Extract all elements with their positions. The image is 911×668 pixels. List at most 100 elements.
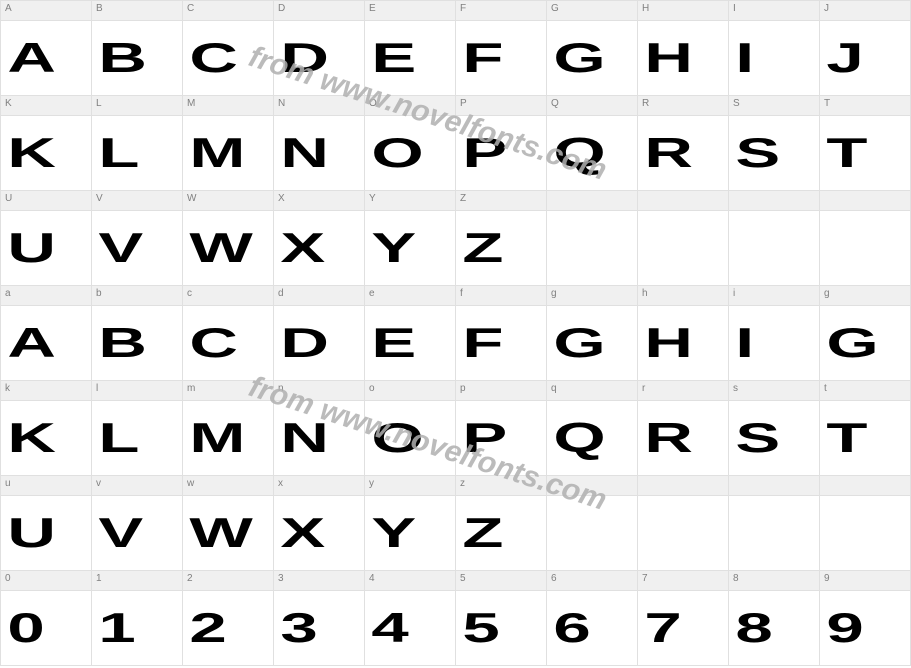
glyph-cell: 55: [455, 570, 546, 665]
glyph-cell: mM: [182, 380, 273, 475]
cell-header: A: [1, 1, 91, 21]
glyph-cell: PP: [455, 95, 546, 190]
cell-header: [547, 476, 637, 496]
cell-header: U: [1, 191, 91, 211]
cell-header: Y: [365, 191, 455, 211]
glyph-cell: CC: [182, 0, 273, 95]
cell-header: 6: [547, 571, 637, 591]
glyph-row: UUVVWWXXYYZZ: [0, 190, 910, 285]
glyph-cell: hH: [637, 285, 728, 380]
glyph-cell: pP: [455, 380, 546, 475]
glyph-cell: BB: [91, 0, 182, 95]
glyph-cell: MM: [182, 95, 273, 190]
glyph-cell: oO: [364, 380, 455, 475]
cell-header: N: [274, 96, 364, 116]
glyph-cell: gG: [546, 285, 637, 380]
cell-header: 7: [638, 571, 728, 591]
glyph-cell: NN: [273, 95, 364, 190]
glyph-cell: rR: [637, 380, 728, 475]
cell-header: x: [274, 476, 364, 496]
cell-header: 9: [820, 571, 910, 591]
cell-header: m: [183, 381, 273, 401]
cell-header: [729, 476, 819, 496]
cell-header: g: [547, 286, 637, 306]
cell-header: i: [729, 286, 819, 306]
glyph-cell: 99: [819, 570, 910, 665]
cell-header: T: [820, 96, 910, 116]
glyph-cell: [637, 190, 728, 285]
cell-header: a: [1, 286, 91, 306]
glyph-cell: YY: [364, 190, 455, 285]
glyph-cell: II: [728, 0, 819, 95]
glyph-cell: xX: [273, 475, 364, 570]
cell-header: s: [729, 381, 819, 401]
cell-header: Z: [456, 191, 546, 211]
glyph-cell: 44: [364, 570, 455, 665]
cell-glyph: [820, 211, 911, 285]
glyph-row: AABBCCDDEEFFGGHHIIJJ: [0, 0, 910, 95]
glyph-cell: cC: [182, 285, 273, 380]
glyph-cell: TT: [819, 95, 910, 190]
glyph-cell: DD: [273, 0, 364, 95]
glyph-cell: dD: [273, 285, 364, 380]
glyph-cell: HH: [637, 0, 728, 95]
cell-header: P: [456, 96, 546, 116]
cell-header: v: [92, 476, 182, 496]
cell-header: l: [92, 381, 182, 401]
cell-glyph: 9: [820, 591, 911, 665]
glyph-cell: vV: [91, 475, 182, 570]
glyph-cell: wW: [182, 475, 273, 570]
cell-header: w: [183, 476, 273, 496]
glyph-cell: ZZ: [455, 190, 546, 285]
glyph-cell: 00: [0, 570, 91, 665]
cell-glyph: T: [820, 401, 911, 475]
cell-header: E: [365, 1, 455, 21]
glyph-cell: GG: [546, 0, 637, 95]
cell-header: d: [274, 286, 364, 306]
glyph-cell: tT: [819, 380, 910, 475]
cell-header: O: [365, 96, 455, 116]
cell-header: B: [92, 1, 182, 21]
glyph-cell: JJ: [819, 0, 910, 95]
glyph-cell: 88: [728, 570, 819, 665]
cell-header: [820, 191, 910, 211]
glyph-cell: yY: [364, 475, 455, 570]
glyph-cell: XX: [273, 190, 364, 285]
cell-header: 8: [729, 571, 819, 591]
glyph-cell: nN: [273, 380, 364, 475]
glyph-cell: FF: [455, 0, 546, 95]
cell-header: 5: [456, 571, 546, 591]
glyph-cell: AA: [0, 0, 91, 95]
cell-header: y: [365, 476, 455, 496]
glyph-cell: iI: [728, 285, 819, 380]
cell-header: W: [183, 191, 273, 211]
glyph-cell: 66: [546, 570, 637, 665]
cell-header: q: [547, 381, 637, 401]
cell-header: p: [456, 381, 546, 401]
cell-header: b: [92, 286, 182, 306]
glyph-cell: 22: [182, 570, 273, 665]
glyph-cell: [819, 190, 910, 285]
cell-glyph: T: [820, 116, 911, 190]
glyph-row: aAbBcCdDeEfFgGhHiIgG: [0, 285, 910, 380]
glyph-cell: 77: [637, 570, 728, 665]
glyph-cell: kK: [0, 380, 91, 475]
cell-header: [638, 476, 728, 496]
cell-header: L: [92, 96, 182, 116]
cell-header: 2: [183, 571, 273, 591]
glyph-chart: AABBCCDDEEFFGGHHIIJJKKLLMMNNOOPPQQRRSSTT…: [0, 0, 911, 666]
glyph-cell: uU: [0, 475, 91, 570]
cell-header: o: [365, 381, 455, 401]
glyph-cell: LL: [91, 95, 182, 190]
glyph-cell: [546, 475, 637, 570]
glyph-cell: [728, 475, 819, 570]
glyph-cell: bB: [91, 285, 182, 380]
glyph-cell: SS: [728, 95, 819, 190]
cell-header: h: [638, 286, 728, 306]
glyph-cell: fF: [455, 285, 546, 380]
glyph-cell: WW: [182, 190, 273, 285]
cell-header: H: [638, 1, 728, 21]
cell-header: C: [183, 1, 273, 21]
cell-header: R: [638, 96, 728, 116]
glyph-cell: OO: [364, 95, 455, 190]
